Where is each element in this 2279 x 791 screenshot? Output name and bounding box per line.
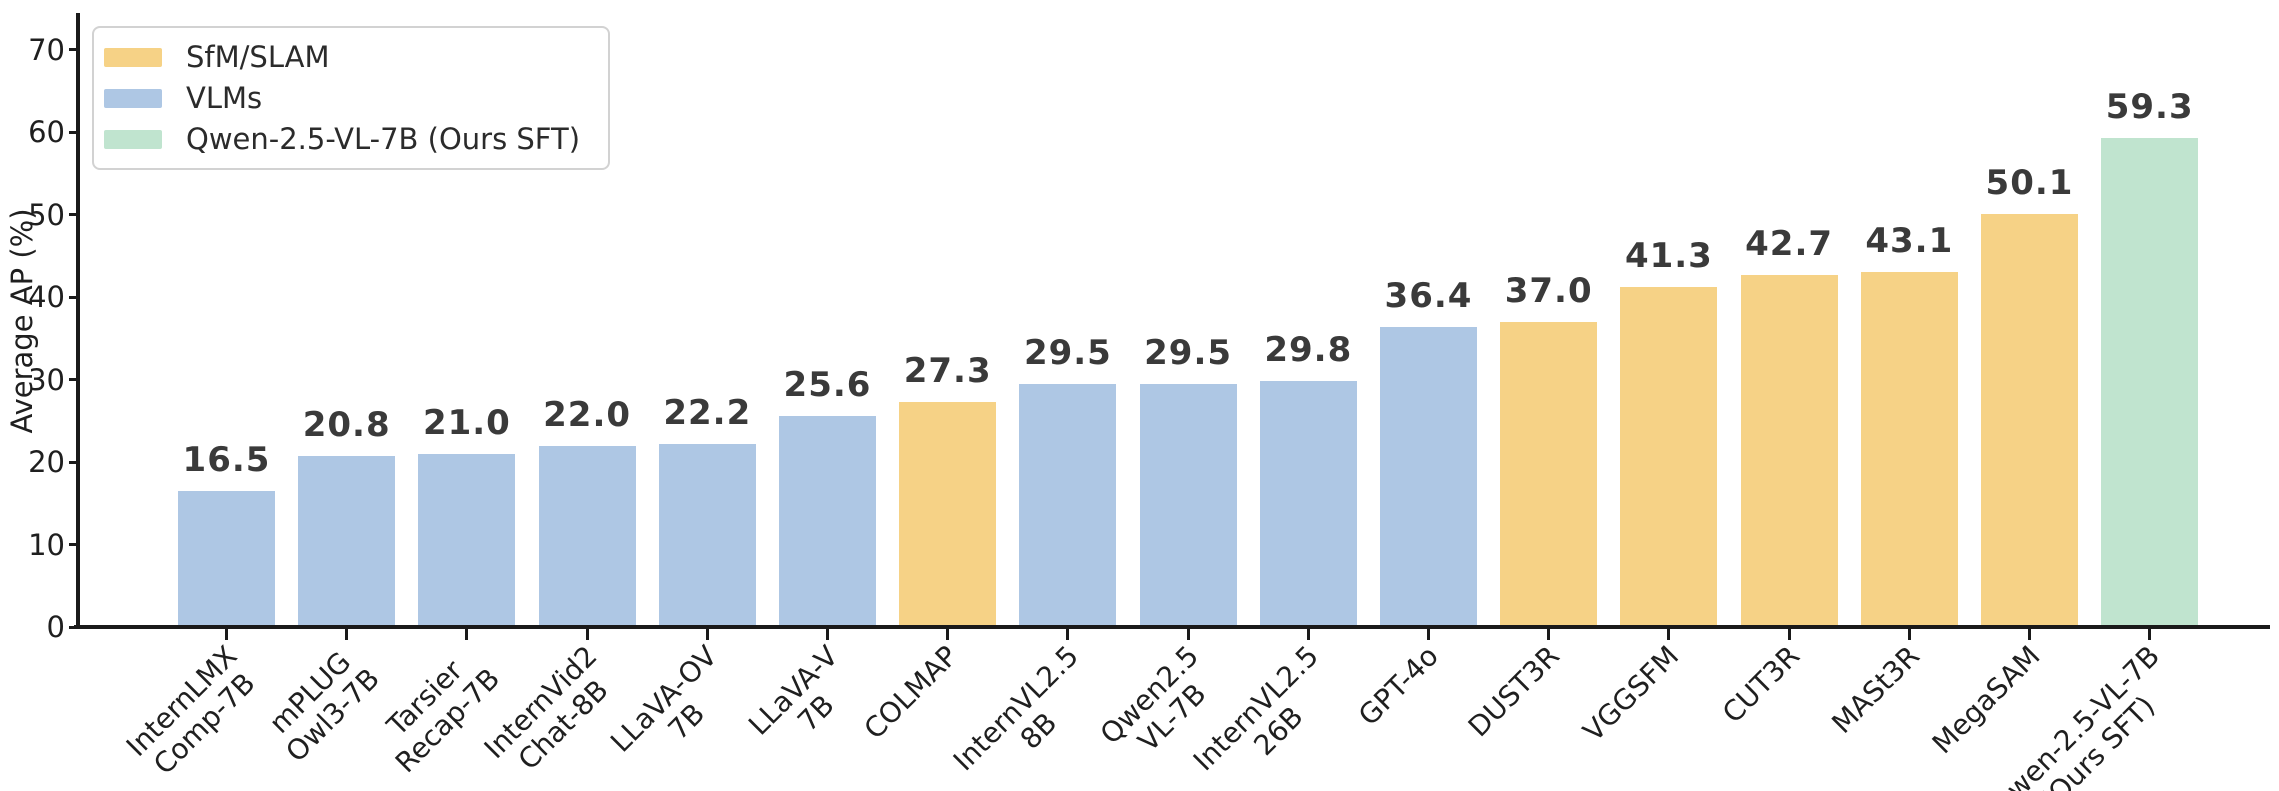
bar-value-label: 42.7 [1745, 224, 1834, 265]
x-tick-label: InternVL2.5 8B [946, 639, 1085, 778]
bar-value-label: 21.0 [422, 402, 511, 443]
y-tick [69, 378, 78, 382]
legend-label: Qwen-2.5-VL-7B (Ours SFT) [186, 122, 581, 156]
bar [1380, 326, 1477, 627]
legend-row: Qwen-2.5-VL-7B (Ours SFT) [104, 121, 580, 157]
y-tick [69, 130, 78, 134]
x-tick-label: mPLUG Owl3-7B [262, 645, 386, 769]
x-tick [1667, 629, 1671, 640]
x-tick [1186, 629, 1190, 640]
x-tick-label: LLaVA-OV 7B [604, 639, 724, 759]
y-tick-label: 0 [46, 610, 65, 644]
x-tick [225, 629, 228, 640]
bar-value-label: 27.3 [903, 350, 992, 391]
x-tick-label: InternLMX Comp-7B [119, 639, 262, 781]
x-tick-label: InternVL2.5 26B [1186, 639, 1325, 778]
bar [1860, 271, 1958, 627]
legend-label: SfM/SLAM [186, 40, 330, 74]
bottom-spine [74, 625, 2270, 629]
y-tick-label: 40 [28, 280, 65, 315]
y-tick-label: 10 [28, 527, 65, 562]
bar-value-label: 50.1 [1985, 163, 2074, 204]
x-tick [585, 629, 589, 640]
bar [1500, 322, 1598, 627]
x-tick [1066, 629, 1070, 640]
legend-row: VLMs [104, 80, 580, 116]
bar [2101, 138, 2199, 627]
bar-value-label: 22.0 [543, 394, 632, 435]
bar [779, 415, 876, 627]
y-tick-label: 30 [28, 362, 65, 397]
x-tick-label: CUT3R [1715, 639, 1806, 730]
y-tick-label: 20 [28, 445, 65, 480]
x-tick [1907, 629, 1911, 640]
legend: SfM/SLAM VLMs Qwen-2.5-VL-7B (Ours SFT) [92, 26, 611, 170]
y-tick-label: 60 [28, 115, 65, 150]
legend-swatch [104, 88, 162, 108]
x-tick-label: MegaSAM [1925, 639, 2047, 761]
bar [899, 401, 997, 627]
bar-value-label: 59.3 [2105, 87, 2194, 128]
x-tick [1306, 629, 1310, 640]
y-tick [69, 295, 78, 299]
left-spine [76, 13, 80, 629]
y-tick-label: 50 [28, 197, 65, 232]
y-tick [69, 543, 78, 547]
legend-row: SfM/SLAM [104, 39, 580, 75]
y-tick [69, 625, 78, 629]
bar [1620, 286, 1718, 627]
bar-value-label: 29.5 [1023, 332, 1112, 373]
x-tick [1787, 629, 1791, 640]
legend-swatch [104, 47, 162, 67]
x-tick-label: GPT-4o [1352, 639, 1446, 733]
x-tick [826, 629, 829, 640]
x-tick [2028, 629, 2031, 640]
x-tick-label: MASt3R [1825, 639, 1926, 740]
bar-value-label: 36.4 [1384, 275, 1473, 316]
bar [658, 444, 756, 627]
bar [178, 490, 275, 627]
legend-label: VLMs [186, 81, 263, 115]
x-tick-label: VGGSFM [1576, 639, 1686, 748]
y-tick [69, 48, 78, 52]
x-tick-label: Tarsier Recap-7B [380, 653, 507, 780]
x-tick [946, 629, 950, 640]
bar [1740, 275, 1838, 627]
bar [418, 453, 516, 627]
x-tick [705, 629, 709, 640]
x-tick [465, 629, 469, 640]
y-tick [69, 213, 78, 217]
legend-swatch [104, 129, 162, 149]
bar [1259, 381, 1357, 627]
bar-value-label: 43.1 [1865, 220, 1954, 261]
bar [1019, 383, 1117, 627]
bar [1139, 383, 1237, 627]
x-tick-label: COLMAP [857, 639, 965, 746]
x-tick-label: DUST3R [1461, 639, 1566, 744]
y-tick-label: 70 [28, 32, 65, 67]
bar [298, 455, 396, 627]
x-tick-label: LLaVA-V 7B [741, 639, 845, 742]
x-tick-label: InternVid2 Chat-8B [477, 639, 615, 777]
bar-value-label: 25.6 [783, 364, 872, 405]
x-tick [345, 629, 349, 640]
bar [538, 445, 636, 627]
bar-value-label: 37.0 [1504, 271, 1593, 311]
bar-value-label: 29.5 [1144, 332, 1233, 373]
bar-value-label: 41.3 [1624, 235, 1713, 276]
bar [1981, 214, 2078, 627]
bar-value-label: 22.2 [663, 393, 752, 433]
y-tick [69, 460, 78, 464]
bar-value-label: 20.8 [302, 404, 391, 445]
bar-value-label: 16.5 [182, 439, 271, 480]
x-tick [1547, 629, 1551, 640]
x-tick [1427, 629, 1430, 640]
bar-value-label: 29.8 [1264, 330, 1353, 371]
x-tick [2148, 629, 2152, 640]
